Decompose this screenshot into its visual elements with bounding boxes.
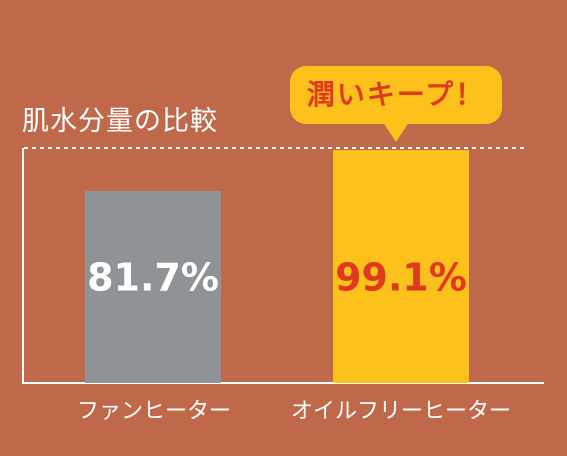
category-label-1: ファンヒーター bbox=[77, 399, 231, 424]
chart-title: 肌水分量の比較 bbox=[22, 106, 218, 137]
value-label-1: 81.7% bbox=[87, 256, 219, 300]
callout-bubble: 潤いキープ！ bbox=[290, 66, 502, 142]
category-label-2: オイルフリーヒーター bbox=[291, 399, 511, 424]
bar-2 bbox=[333, 150, 469, 383]
callout-box bbox=[290, 66, 502, 124]
bars-group: 81.7% ファンヒーター 99.1% オイルフリーヒーター bbox=[77, 150, 511, 424]
bar-1 bbox=[85, 191, 221, 383]
value-label-2: 99.1% bbox=[335, 256, 467, 300]
callout-text: 潤いキープ！ bbox=[306, 78, 486, 111]
callout-tail bbox=[383, 122, 409, 142]
